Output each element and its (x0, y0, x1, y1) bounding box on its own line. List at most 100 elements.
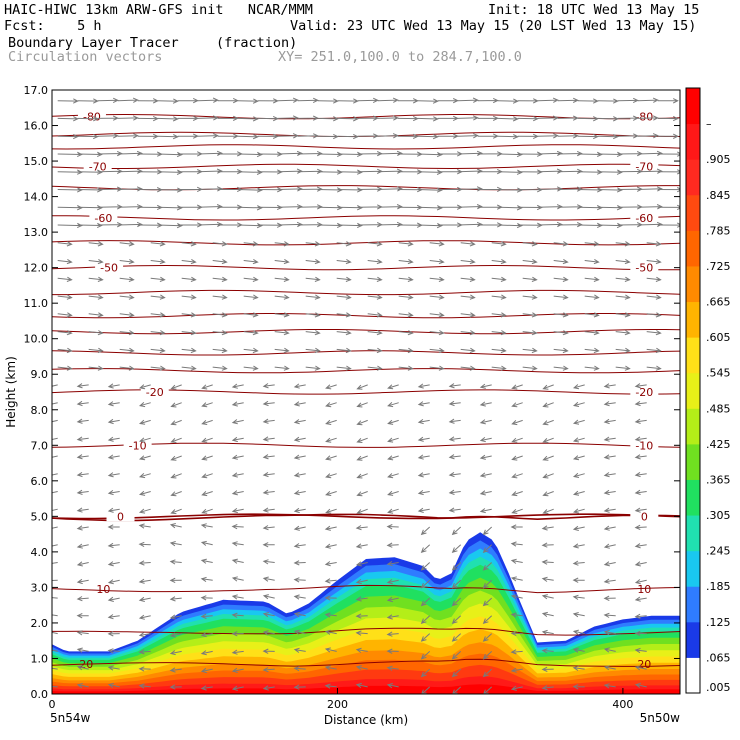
circulation-vector (324, 612, 337, 618)
temperature-contour-line (52, 215, 680, 221)
circulation-vector (584, 312, 600, 318)
circulation-vector (603, 543, 616, 549)
circulation-vector (541, 685, 554, 691)
circulation-vector (482, 579, 493, 589)
circulation-vector (386, 614, 399, 620)
circulation-vector (337, 98, 359, 104)
circulation-vector (150, 241, 166, 247)
colorbar-swatch (686, 88, 700, 125)
circulation-vector (237, 134, 259, 140)
circulation-vector (355, 682, 368, 689)
circulation-vector (336, 276, 352, 282)
contour-label-bg (630, 160, 659, 172)
circulation-vector (637, 168, 663, 174)
circulation-vector (420, 597, 431, 607)
circulation-vector (537, 133, 559, 139)
circulation-vector (386, 631, 399, 637)
circulation-vector (119, 312, 135, 318)
circulation-vector (541, 629, 554, 636)
circulation-vector (537, 150, 563, 157)
circulation-vector (119, 241, 135, 247)
circulation-vector (76, 400, 89, 407)
circulation-vector (429, 347, 445, 354)
circulation-vector (355, 561, 368, 567)
circulation-vector (387, 419, 399, 425)
contour-label: -50 (100, 262, 118, 275)
circulation-vector (231, 454, 244, 460)
circulation-vector (262, 489, 275, 495)
circulation-vector (603, 401, 616, 407)
circulation-vector (157, 222, 183, 229)
circulation-vector (584, 294, 600, 300)
vector-title: Circulation vectors (8, 49, 163, 65)
y-tick-label: 17.0 (24, 84, 49, 97)
circulation-vector (386, 683, 399, 689)
circulation-vector (615, 330, 631, 336)
circulation-vector (367, 294, 383, 300)
circulation-vector (417, 187, 443, 193)
circulation-vector (293, 684, 306, 690)
circulation-vector (88, 365, 104, 371)
circulation-vector (262, 454, 275, 460)
circulation-vector (170, 473, 182, 479)
circulation-vector (138, 683, 151, 689)
circulation-vector (417, 436, 430, 442)
circulation-vector (477, 97, 499, 104)
y-tick-label: 9.0 (31, 368, 49, 381)
circulation-vector (325, 473, 337, 479)
circulation-vector (201, 455, 213, 461)
circulation-vector (634, 561, 647, 567)
circulation-vector (398, 365, 414, 371)
contour-label-bg (630, 510, 659, 522)
colorbar-label: .545 (706, 367, 731, 380)
colorbar-label: .605 (706, 331, 731, 344)
circulation-vector (367, 312, 383, 318)
circulation-vector (107, 507, 120, 513)
circulation-vector (237, 116, 259, 122)
colorbar-swatch (686, 586, 700, 623)
circulation-vector (572, 629, 585, 635)
circulation-vector (541, 576, 554, 582)
circulation-vector (274, 330, 290, 336)
circulation-vector (77, 187, 103, 193)
circulation-vector (217, 115, 239, 121)
circulation-vector (398, 241, 414, 247)
circulation-vector (451, 579, 462, 589)
circulation-vector (479, 383, 492, 389)
circulation-vector (262, 542, 275, 548)
circulation-vector (324, 595, 337, 601)
circulation-vector (201, 402, 213, 408)
circulation-vector (355, 525, 368, 531)
circulation-vector (243, 294, 259, 300)
circulation-vector (169, 577, 182, 584)
circulation-vector (542, 419, 554, 426)
circulation-vector (77, 98, 99, 104)
circulation-vector (398, 347, 414, 354)
circulation-vector (603, 418, 616, 425)
circulation-vector (420, 579, 431, 589)
circulation-vector (231, 631, 244, 637)
circulation-vector (522, 276, 538, 282)
circulation-vector (511, 384, 523, 390)
circulation-vector (274, 241, 290, 247)
contour-label: 0 (117, 510, 124, 523)
circulation-vector (77, 169, 103, 175)
circulation-vector (577, 116, 599, 122)
colorbar-swatch (686, 123, 700, 160)
circulation-vector (377, 115, 399, 121)
circulation-vector (177, 115, 199, 121)
circulation-vector (297, 97, 319, 104)
circulation-vector (367, 258, 383, 265)
circulation-vector (615, 312, 631, 318)
circulation-vector (584, 330, 600, 336)
circulation-vector (420, 615, 431, 624)
circulation-vector (262, 400, 275, 407)
circulation-vector (460, 312, 476, 318)
circulation-vector (231, 490, 244, 496)
circulation-vector (169, 523, 182, 529)
circulation-vector (138, 473, 151, 479)
circulation-vector (150, 276, 166, 282)
circulation-vector (387, 384, 399, 390)
circulation-vector (257, 133, 279, 139)
y-tick-label: 7.0 (31, 439, 49, 452)
